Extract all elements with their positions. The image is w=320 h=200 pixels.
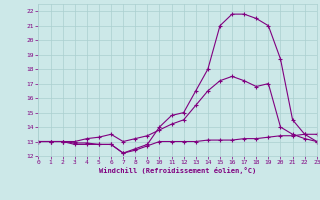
X-axis label: Windchill (Refroidissement éolien,°C): Windchill (Refroidissement éolien,°C) [99, 167, 256, 174]
